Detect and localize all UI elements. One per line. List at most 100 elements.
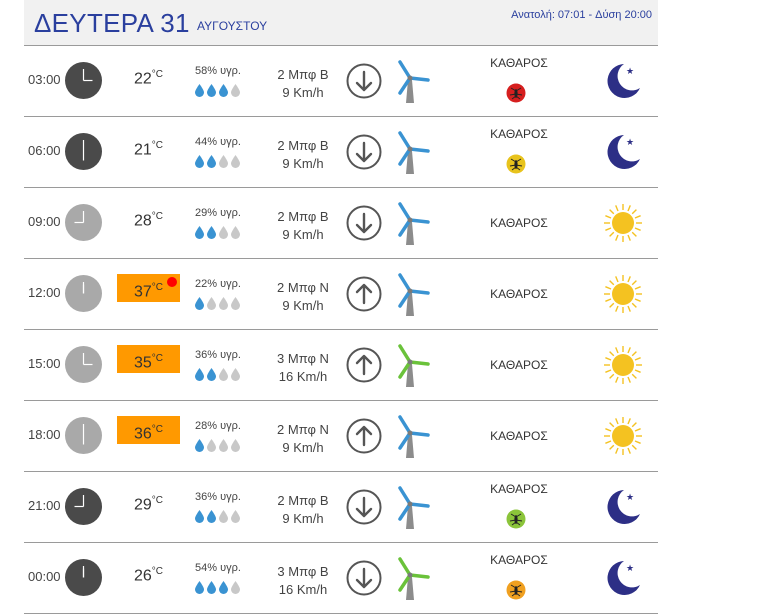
temperature-value: 35: [133, 354, 152, 372]
heat-alert-dot: [167, 277, 177, 287]
sun-icon: [602, 415, 644, 457]
sky-condition: ΚΑΘΑΡΟΣ: [490, 127, 548, 141]
forecast-row: 00:00 26°C 54% υγρ. 3 Μπφ Β 16 Km/h ΚΑΘΑ…: [24, 543, 658, 614]
clock-icon: [65, 62, 102, 99]
day-title: ΔΕΥΤΕΡΑ 31: [34, 8, 190, 38]
forecast-time: 00:00: [28, 569, 61, 584]
wind-force: 2 Μπφ Β: [277, 209, 329, 224]
humidity-label: 58% υγρ.: [195, 65, 241, 77]
humidity-label: 54% υγρ.: [195, 562, 241, 574]
forecast-time: 09:00: [28, 214, 61, 229]
wind-force: 2 Μπφ Β: [277, 67, 329, 82]
temperature-value: 22: [133, 70, 152, 88]
sky-condition: ΚΑΘΑΡΟΣ: [490, 482, 548, 496]
sun-icon: [602, 273, 644, 315]
wind-direction-down-arrow-icon: [346, 560, 382, 596]
wind-direction-up-arrow-icon: [346, 418, 382, 454]
humidity-drops-icon: [194, 155, 242, 169]
forecast-row: 06:00 21°C 44% υγρ. 2 Μπφ Β 9 Km/h ΚΑΘΑΡ…: [24, 117, 658, 188]
windmill-icon: [394, 271, 432, 317]
clock-icon: [65, 559, 102, 596]
wind-force: 3 Μπφ Ν: [277, 351, 329, 366]
humidity-drops-icon: [194, 510, 242, 524]
humidity-drops-icon: [194, 226, 242, 240]
moon-icon: ★: [602, 60, 644, 102]
temperature-unit: °C: [151, 69, 164, 80]
forecast-time: 15:00: [28, 356, 61, 371]
wind-force: 2 Μπφ Β: [277, 138, 329, 153]
temperature-value: 28: [133, 212, 152, 230]
svg-text:★: ★: [626, 67, 634, 77]
sky-condition: ΚΑΘΑΡΟΣ: [490, 287, 548, 301]
sun-times: Ανατολή: 07:01- Δύση 20:00: [511, 9, 652, 21]
humidity-label: 22% υγρ.: [195, 278, 241, 290]
sky-condition: ΚΑΘΑΡΟΣ: [490, 56, 548, 70]
wind-info: 2 Μπφ Β 9 Km/h: [268, 137, 338, 173]
forecast-row: 18:00 36°C 28% υγρ. 2 Μπφ Ν 9 Km/h ΚΑΘΑΡ…: [24, 401, 658, 472]
humidity-drops-icon: [194, 84, 242, 98]
month-label: ΑΥΓΟΥΣΤΟΥ: [197, 19, 268, 33]
temperature: 26°C: [117, 558, 180, 586]
forecast-row: 21:00 29°C 36% υγρ. 2 Μπφ Β 9 Km/h ΚΑΘΑΡ…: [24, 472, 658, 543]
moon-icon: ★: [602, 557, 644, 599]
temperature: 36°C: [117, 416, 180, 444]
sun-icon: [602, 202, 644, 244]
clock-icon: [65, 488, 102, 525]
wind-speed: 9 Km/h: [282, 156, 324, 171]
wind-force: 2 Μπφ Ν: [277, 422, 329, 437]
humidity-drops-icon: [194, 297, 242, 311]
temperature-value: 29: [133, 496, 152, 514]
windmill-icon: [394, 555, 432, 601]
wind-info: 3 Μπφ Ν 16 Km/h: [268, 350, 338, 386]
wind-info: 2 Μπφ Β 9 Km/h: [268, 208, 338, 244]
windmill-icon: [394, 58, 432, 104]
humidity-label: 36% υγρ.: [195, 491, 241, 503]
sky-condition: ΚΑΘΑΡΟΣ: [490, 358, 548, 372]
windmill-icon: [394, 484, 432, 530]
humidity-label: 28% υγρ.: [195, 420, 241, 432]
temperature-value: 21: [133, 141, 152, 159]
temperature-value: 37: [133, 283, 152, 301]
temperature: 28°C: [117, 203, 180, 231]
clock-icon: [65, 417, 102, 454]
wind-speed: 9 Km/h: [282, 298, 324, 313]
humidity-label: 29% υγρ.: [195, 207, 241, 219]
wind-force: 2 Μπφ Ν: [277, 280, 329, 295]
wind-info: 2 Μπφ Ν 9 Km/h: [268, 279, 338, 315]
mosquito-icon: [506, 154, 526, 174]
sky-condition: ΚΑΘΑΡΟΣ: [490, 553, 548, 567]
forecast-row: 12:00 37°C 22% υγρ. 2 Μπφ Ν 9 Km/h ΚΑΘΑΡ…: [24, 259, 658, 330]
forecast-row: 09:00 28°C 29% υγρ. 2 Μπφ Β 9 Km/h ΚΑΘΑΡ…: [24, 188, 658, 259]
wind-info: 2 Μπφ Β 9 Km/h: [268, 66, 338, 102]
temperature-unit: °C: [151, 140, 164, 151]
humidity-label: 44% υγρ.: [195, 136, 241, 148]
temperature-unit: °C: [151, 282, 164, 293]
forecast-time: 06:00: [28, 143, 61, 158]
moon-icon: ★: [602, 131, 644, 173]
day-header: ΔΕΥΤΕΡΑ 31 ΑΥΓΟΥΣΤΟΥ Ανατολή: 07:01- Δύση…: [24, 0, 658, 46]
temperature: 22°C: [117, 61, 180, 89]
wind-force: 2 Μπφ Β: [277, 493, 329, 508]
wind-speed: 16 Km/h: [278, 582, 328, 597]
sunrise-time: Ανατολή: 07:01: [511, 9, 586, 21]
wind-direction-down-arrow-icon: [346, 489, 382, 525]
svg-text:★: ★: [626, 564, 634, 574]
svg-text:★: ★: [626, 493, 634, 503]
windmill-icon: [394, 200, 432, 246]
humidity-drops-icon: [194, 368, 242, 382]
clock-icon: [65, 204, 102, 241]
temperature: 35°C: [117, 345, 180, 373]
temperature: 21°C: [117, 132, 180, 160]
windmill-icon: [394, 342, 432, 388]
wind-speed: 9 Km/h: [282, 511, 324, 526]
wind-speed: 9 Km/h: [282, 227, 324, 242]
forecast-row: 15:00 35°C 36% υγρ. 3 Μπφ Ν 16 Km/h ΚΑΘΑ…: [24, 330, 658, 401]
wind-info: 3 Μπφ Β 16 Km/h: [268, 563, 338, 599]
sun-icon: [602, 344, 644, 386]
temperature-unit: °C: [151, 424, 164, 435]
forecast-time: 03:00: [28, 72, 61, 87]
wind-direction-down-arrow-icon: [346, 205, 382, 241]
wind-direction-up-arrow-icon: [346, 347, 382, 383]
sky-condition: ΚΑΘΑΡΟΣ: [490, 429, 548, 443]
wind-direction-down-arrow-icon: [346, 63, 382, 99]
